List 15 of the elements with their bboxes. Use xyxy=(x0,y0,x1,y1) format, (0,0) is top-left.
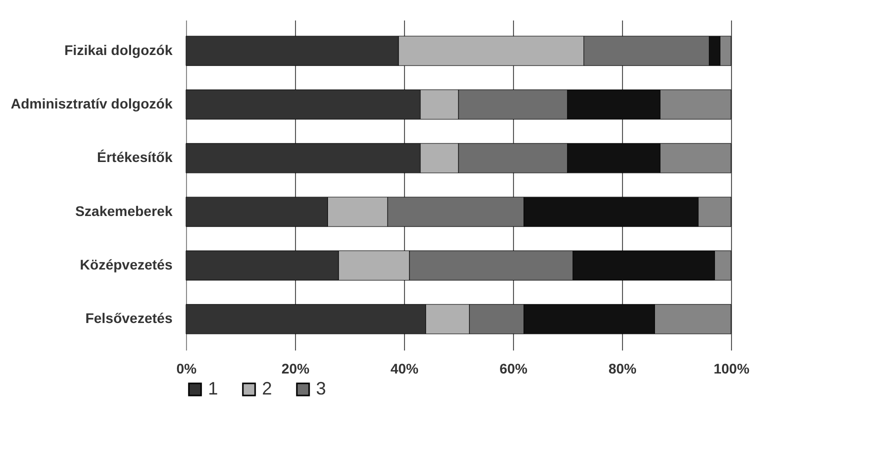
x-tick-label: 0% xyxy=(176,360,198,376)
y-tick-label: Középvezetés xyxy=(80,256,173,272)
x-tick-label: 40% xyxy=(390,360,420,376)
legend-label: 2 xyxy=(262,378,272,398)
x-tick-label: 60% xyxy=(499,360,528,376)
y-tick-label: Adminisztratív dolgozók xyxy=(10,96,173,112)
y-tick-label: Értékesítők xyxy=(97,149,173,166)
x-tick-label: 100% xyxy=(714,360,750,376)
y-tick-label: Szakemeberek xyxy=(75,202,173,219)
x-tick-label: 80% xyxy=(608,360,638,376)
legend-label: 1 xyxy=(208,378,218,398)
legend-label: 3 xyxy=(316,378,326,398)
x-tick-label: 20% xyxy=(281,360,310,376)
y-tick-label: Felsővezetés xyxy=(85,310,173,326)
y-tick-label: Fizikai dolgozók xyxy=(64,42,173,58)
